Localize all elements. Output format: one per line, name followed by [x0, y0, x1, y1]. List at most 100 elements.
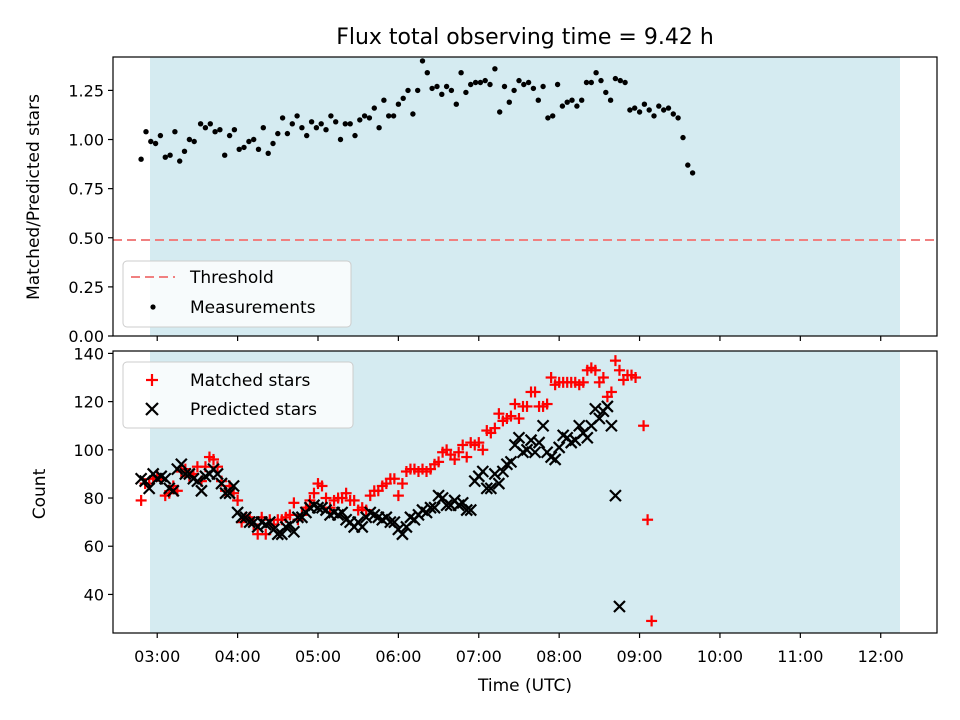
predicted-star-point [211, 467, 224, 481]
measurement-point [231, 127, 238, 133]
measurement-point [448, 87, 455, 94]
measurement-point [468, 81, 474, 88]
predicted-star-point [287, 525, 301, 539]
matched-star-point [135, 494, 147, 506]
measurement-point [386, 113, 392, 119]
matched-star-point [340, 487, 352, 499]
matched-star-point [577, 376, 589, 388]
predicted-star-point [243, 515, 256, 529]
measurement-point [569, 97, 575, 103]
top-y-tick-label: 1.25 [68, 81, 104, 100]
matched-star-point [509, 398, 521, 410]
measurement-point [656, 103, 662, 109]
matched-star-point [473, 437, 485, 449]
measurement-point [636, 109, 643, 115]
measurement-point [574, 103, 580, 109]
predicted-star-point [524, 433, 538, 447]
predicted-star-point [528, 445, 542, 459]
top-y-tick-label: 0.50 [68, 229, 104, 248]
x-tick-label: 05:00 [295, 647, 341, 666]
predicted-star-point [355, 520, 369, 534]
legend-predicted-swatch [145, 402, 159, 416]
predicted-star-point [291, 511, 305, 524]
bottom-y-tick-label: 80 [84, 489, 104, 508]
top-y-tick-label: 0.00 [68, 327, 104, 346]
measurement-point [197, 121, 204, 127]
measurement-point [251, 136, 257, 143]
chart-title: Flux total observing time = 9.42 h [336, 25, 714, 50]
predicted-star-point [175, 458, 188, 471]
bottom-x-ticks: 03:00 04:00 05:00 06:00 07:00 08:00 09:00 10:00… [134, 633, 904, 666]
predicted-star-point [536, 419, 550, 432]
predicted-star-point [275, 527, 289, 541]
measurement-point [241, 144, 247, 151]
matched-star-point [521, 400, 533, 412]
measurement-point [685, 162, 691, 168]
predicted-star-point [613, 600, 626, 613]
matched-star-point [589, 364, 601, 376]
measurement-point [255, 146, 262, 152]
x-tick-label: 07:00 [456, 647, 502, 666]
predicted-star-point [311, 501, 325, 514]
predicted-star-point [593, 412, 606, 425]
predicted-star-point [191, 474, 204, 488]
predicted-star-point [158, 472, 172, 486]
measurement-point [540, 83, 546, 90]
predicted-star-point [179, 467, 192, 481]
matched-star-point [433, 456, 445, 468]
predicted-star-point [572, 419, 586, 432]
predicted-star-point [492, 477, 506, 490]
matched-star-point [513, 412, 525, 424]
measurement-point [525, 79, 532, 86]
predicted-star-point [167, 484, 180, 498]
matched-star-point [613, 364, 625, 376]
measurement-point [328, 113, 334, 119]
bottom-panel: 40 60 80 100 120 140 03:00 04:00 05:00 06:00 07:0… [30, 344, 938, 696]
predicted-star-point [335, 506, 349, 519]
measurement-point [612, 75, 619, 82]
predicted-star-point [484, 482, 498, 495]
matched-star-point [207, 453, 219, 465]
predicted-star-point [424, 501, 437, 514]
bottom-y-axis-label: Count [30, 468, 50, 519]
measurement-point [333, 119, 339, 125]
predicted-star-point [460, 503, 473, 517]
matched-star-point [449, 453, 461, 465]
predicted-star-point [605, 419, 618, 432]
predicted-star-point [589, 402, 602, 416]
measurement-point [497, 109, 503, 115]
matched-star-point [646, 615, 658, 627]
measurement-point [665, 105, 672, 111]
matched-star-point [597, 372, 609, 384]
measurement-point [429, 85, 435, 92]
matched-star-point [288, 497, 300, 509]
measurement-point [275, 130, 281, 137]
measurement-point [627, 107, 633, 113]
measurement-point [304, 132, 310, 139]
predicted-star-point [552, 441, 566, 454]
measurement-point [661, 107, 667, 113]
measurement-point [177, 158, 183, 164]
bottom-axes-frame [112, 350, 938, 634]
measurement-point [186, 136, 193, 143]
measurement-point [352, 132, 358, 139]
matched-star-point [638, 420, 650, 432]
legend-matched-label: Matched stars [190, 371, 310, 391]
measurement-point [434, 83, 440, 90]
matched-star-point [489, 422, 501, 434]
bottom-y-ticks: 40 60 80 100 120 140 [73, 344, 113, 604]
top-y-tick-label: 0.25 [68, 278, 104, 297]
top-y-tick-label: 0.75 [68, 180, 104, 199]
predicted-star-point [480, 482, 494, 495]
measurement-point [172, 129, 178, 135]
measurement-point [381, 97, 387, 103]
top-panel: 0.00 0.25 0.50 0.75 1.00 1.25 Matched/Predict… [24, 56, 938, 346]
predicted-star-point [488, 467, 502, 481]
measurement-point [313, 125, 320, 131]
measurement-point [202, 125, 209, 131]
top-legend-box [122, 260, 352, 328]
predicted-star-point [512, 431, 526, 445]
top-y-ticks: 0.00 0.25 0.50 0.75 1.00 1.25 [68, 81, 113, 346]
measurement-point [559, 103, 566, 109]
measurement-point [545, 115, 551, 121]
